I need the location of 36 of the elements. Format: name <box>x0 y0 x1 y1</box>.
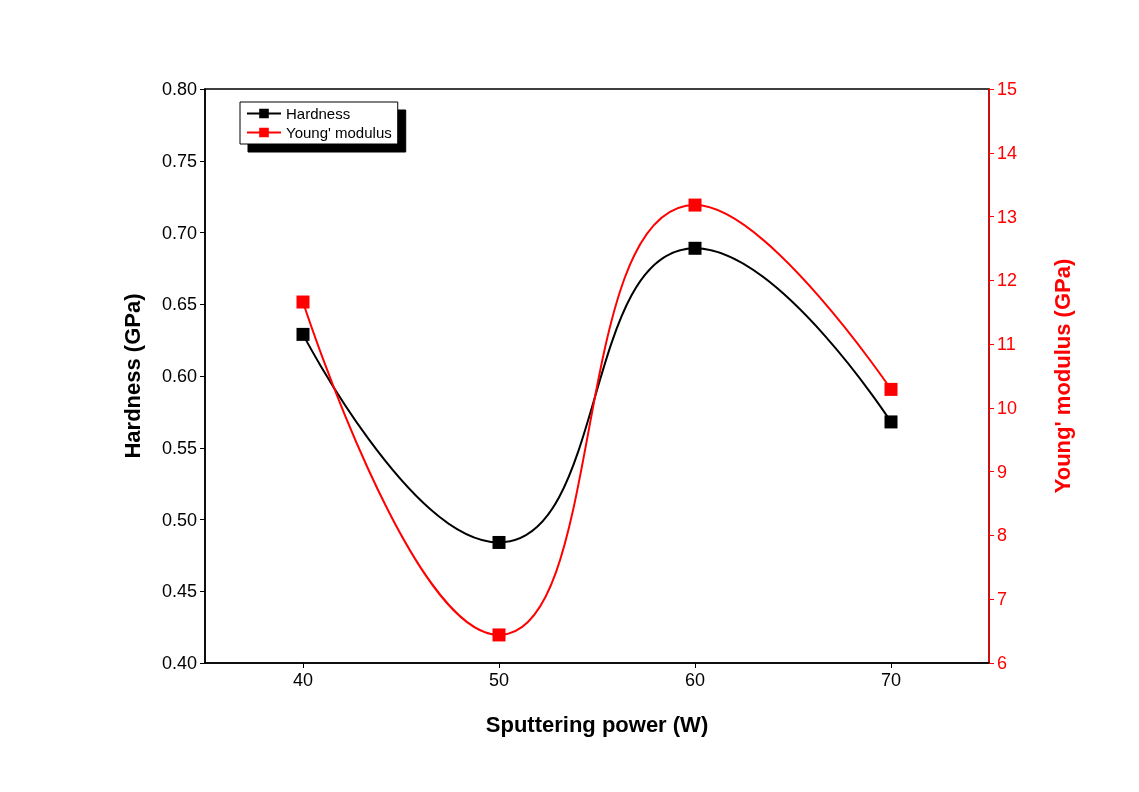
y-tick-label: 0.75 <box>161 150 197 171</box>
y2-tick-label: 13 <box>997 206 1018 227</box>
legend-label: Hardness <box>286 105 351 122</box>
y-tick-label: 0.65 <box>161 294 197 315</box>
point <box>492 535 506 549</box>
legend-label: Young' modulus <box>286 124 392 141</box>
x-tick-label: 70 <box>880 670 902 690</box>
point <box>688 198 702 212</box>
y2-tick-label: 15 <box>997 79 1018 99</box>
point <box>492 628 506 642</box>
y-tick-label: 0.45 <box>161 581 197 602</box>
y2-tick-label: 12 <box>997 270 1018 291</box>
y2-tick-label: 8 <box>997 525 1008 546</box>
point <box>688 241 702 255</box>
y2-tick-label: 9 <box>997 461 1008 482</box>
y2-tick-label: 6 <box>997 653 1008 673</box>
point <box>884 415 898 429</box>
point <box>884 382 898 396</box>
point <box>296 327 310 341</box>
point <box>296 295 310 309</box>
y2-tick-label: 11 <box>997 334 1016 355</box>
y2-tick-label: 7 <box>997 589 1008 610</box>
y-tick-label: 0.80 <box>161 79 197 99</box>
y2-tick-label: 10 <box>997 397 1018 418</box>
y-tick-label: 0.60 <box>161 366 197 386</box>
x-tick-label: 50 <box>488 670 510 690</box>
x-axis-title: Sputtering power (W) <box>485 711 709 737</box>
x-tick-label: 40 <box>292 670 314 690</box>
y-tick-label: 0.40 <box>161 653 197 673</box>
y-axis-title: Hardness (GPa) <box>119 293 145 459</box>
y-tick-label: 0.55 <box>161 437 197 458</box>
y2-axis-title: Young' modulus (GPa) <box>1049 258 1075 494</box>
y-tick-label: 0.50 <box>161 509 197 530</box>
y2-tick-label: 14 <box>997 142 1018 163</box>
y-tick-label: 0.70 <box>161 222 197 243</box>
x-tick-label: 60 <box>684 670 706 690</box>
